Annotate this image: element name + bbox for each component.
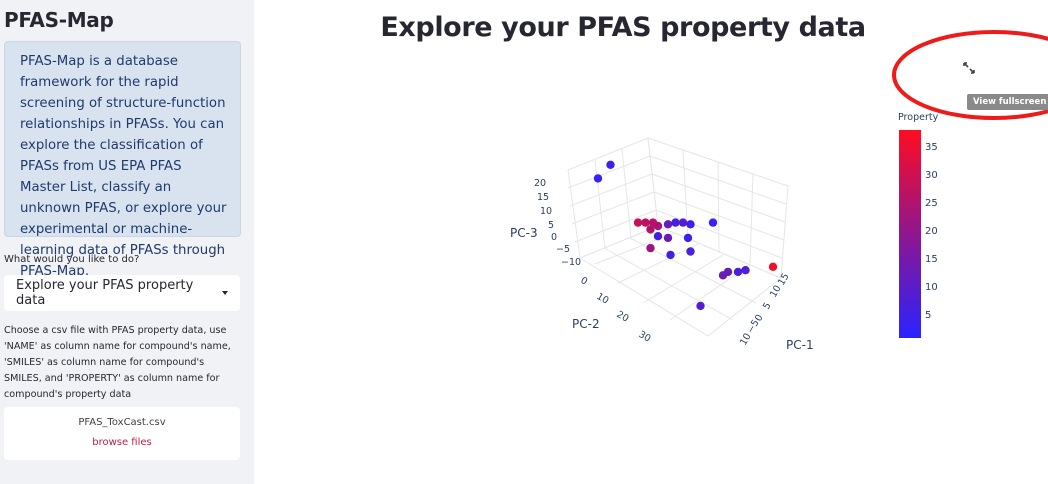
pc2-tick: 30 <box>637 329 653 345</box>
pc2-axis-title: PC-2 <box>572 317 600 331</box>
scatter-point[interactable] <box>678 218 688 227</box>
colorbar-tick: 30 <box>925 170 938 181</box>
action-select-label: What would you like to do? <box>4 254 140 265</box>
scatter-point[interactable] <box>768 262 778 271</box>
scatter-point[interactable] <box>646 243 655 253</box>
scatter-point[interactable] <box>741 266 750 275</box>
pc3-axis-title: PC-3 <box>510 226 538 240</box>
pc1-tick: 10 <box>738 332 754 348</box>
axis-tick-labels: 20 15 10 5 0 −5 −10 0 10 20 30 15 10 5 0… <box>534 178 792 348</box>
pc3-tick: 0 <box>551 232 557 243</box>
scene-grid <box>567 137 789 337</box>
browse-files-link[interactable]: browse files <box>92 437 152 448</box>
colorbar-tick: 5 <box>925 310 932 321</box>
pc2-tick: 0 <box>579 275 590 288</box>
scatter-point[interactable] <box>683 233 693 243</box>
scatter-point[interactable] <box>663 233 673 243</box>
colorbar-tick: 20 <box>925 226 938 237</box>
scatter-point[interactable] <box>686 220 695 229</box>
pc1-tick: 15 <box>776 272 792 288</box>
scatter-point[interactable] <box>653 232 663 241</box>
colorbar-tick: 25 <box>925 198 938 209</box>
colorbar-tick: 35 <box>925 142 938 153</box>
colorbar-tick: 10 <box>925 282 938 293</box>
pc1-axis-title: PC-1 <box>786 338 814 352</box>
scatter-point[interactable] <box>696 301 705 311</box>
uploaded-file-name: PFAS_ToxCast.csv <box>78 417 166 428</box>
pc1-tick: 5 <box>761 301 774 312</box>
sidebar: PFAS-Map PFAS-Map is a database framewor… <box>0 0 254 484</box>
colorbar-tick: 15 <box>925 254 938 265</box>
pc1-tick: 0 <box>753 313 766 324</box>
pc2-tick: 10 <box>595 291 611 307</box>
pc3-tick: 15 <box>537 192 549 203</box>
scatter-point[interactable] <box>593 174 603 183</box>
scatter-point[interactable] <box>666 250 675 260</box>
fullscreen-tooltip: View fullscreen <box>967 94 1048 110</box>
scatter-3d-plot[interactable]: 20 15 10 5 0 −5 −10 0 10 20 30 15 10 5 0… <box>498 108 948 353</box>
scatter-point[interactable] <box>663 220 673 229</box>
caret-down-icon <box>222 291 228 295</box>
pc3-tick: −10 <box>561 257 581 268</box>
pc3-tick: 5 <box>548 220 554 231</box>
scatter-point[interactable] <box>646 225 655 234</box>
pc2-tick: 20 <box>615 309 631 325</box>
colorbar <box>899 130 921 338</box>
pc3-tick: 10 <box>540 206 552 217</box>
action-select[interactable]: Explore your PFAS property data <box>4 275 240 311</box>
action-select-value: Explore your PFAS property data <box>16 278 194 308</box>
upload-help-text: Choose a csv file with PFAS property dat… <box>4 325 231 400</box>
pc3-tick: −5 <box>556 244 570 255</box>
scatter-point[interactable] <box>641 218 650 227</box>
page-title: Explore your PFAS property data <box>380 12 866 43</box>
scatter-point[interactable] <box>606 160 615 169</box>
scatter-point[interactable] <box>733 267 743 277</box>
scatter-point[interactable] <box>653 221 663 231</box>
scatter-point[interactable] <box>723 267 733 277</box>
file-uploader[interactable]: PFAS_ToxCast.csv browse files <box>4 407 240 460</box>
axis-titles: PC-3 PC-2 PC-1 <box>510 226 814 352</box>
scatter-point[interactable] <box>708 218 718 227</box>
data-points[interactable] <box>593 160 778 311</box>
scatter-point[interactable] <box>686 247 695 256</box>
info-box: PFAS-Map is a database framework for the… <box>4 41 241 279</box>
scatter-point[interactable] <box>671 218 680 227</box>
scatter-point[interactable] <box>633 218 643 227</box>
pc1-tick: 10 <box>768 284 784 300</box>
colorbar-title: Property <box>898 112 939 123</box>
fullscreen-icon[interactable] <box>962 61 976 75</box>
sidebar-title: PFAS-Map <box>4 8 114 32</box>
pc3-tick: 20 <box>534 178 546 189</box>
